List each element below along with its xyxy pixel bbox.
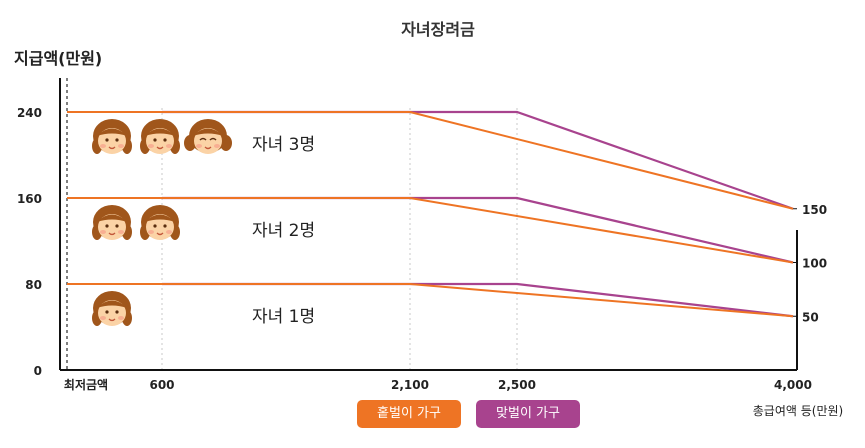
mouth	[108, 146, 116, 150]
x-tick-label: 2,100	[391, 378, 429, 392]
legend-single-household[interactable]: 홑벌이 가구	[357, 400, 461, 428]
mouth	[204, 146, 212, 150]
cheek-right	[118, 316, 124, 320]
cheek-right	[118, 144, 124, 148]
legend-dual-household[interactable]: 맞벌이 가구	[476, 400, 580, 428]
right-tick-label: 100	[802, 257, 827, 271]
bangs	[145, 128, 175, 136]
cheek-left	[196, 144, 202, 148]
eye-left	[199, 137, 207, 141]
child-face-icon	[140, 119, 180, 154]
face	[194, 128, 222, 154]
face	[98, 128, 126, 154]
single-line-2-children	[67, 197, 794, 264]
group-label-3-children: 자녀 3명	[252, 135, 315, 155]
eye-right	[163, 224, 167, 228]
bangs	[97, 214, 127, 222]
y-tick-label: 160	[17, 192, 42, 206]
cheek-left	[100, 144, 106, 148]
eye-left	[105, 224, 109, 228]
hair-side-right	[220, 135, 232, 151]
single-line-1-children	[67, 283, 794, 318]
cheek-left	[148, 230, 154, 234]
eye-right	[163, 138, 167, 142]
eye-right	[115, 138, 119, 142]
y-tick-label: 0	[34, 364, 42, 378]
y-tick-label: 240	[17, 106, 42, 120]
right-tick-label: 150	[802, 203, 827, 217]
eye-left	[105, 310, 109, 314]
dual-line-3-children	[162, 110, 794, 210]
x-tick-label: 4,000	[774, 378, 812, 392]
mouth	[156, 232, 164, 236]
child-face-icon	[92, 119, 132, 154]
mouth	[156, 146, 164, 150]
x-axis-label: 총급여액 등(만원)	[753, 404, 843, 418]
group-label-1-children: 자녀 1명	[252, 307, 315, 327]
face	[98, 300, 126, 326]
child-face-icon	[92, 291, 132, 326]
mouth	[108, 318, 116, 322]
chart-title: 자녀장려금	[401, 20, 475, 39]
bangs	[145, 214, 175, 222]
cheek-right	[214, 144, 220, 148]
cheek-right	[166, 144, 172, 148]
cheek-left	[148, 144, 154, 148]
x-tick-label: 2,500	[498, 378, 536, 392]
face	[98, 214, 126, 240]
cheek-left	[100, 230, 106, 234]
child-face-icon	[140, 205, 180, 240]
eye-left	[153, 138, 157, 142]
child-face-icon	[92, 205, 132, 240]
child-face-icon	[184, 119, 232, 154]
x-tick-label: 600	[149, 378, 174, 392]
y-axis-label: 지급액(만원)	[14, 49, 102, 68]
mouth	[108, 232, 116, 236]
bangs	[97, 300, 127, 308]
y-tick-label: 80	[25, 278, 42, 292]
cheek-right	[166, 230, 172, 234]
bangs	[97, 128, 127, 136]
x-min-label: 최저금액	[64, 377, 108, 392]
eye-right	[115, 310, 119, 314]
hair-side-left	[184, 135, 196, 151]
eye-right	[115, 224, 119, 228]
single-line-3-children	[67, 111, 794, 210]
face	[146, 214, 174, 240]
group-label-2-children: 자녀 2명	[252, 221, 315, 241]
eye-left	[105, 138, 109, 142]
eye-left	[153, 224, 157, 228]
eye-right	[209, 137, 217, 141]
right-tick-label: 50	[802, 310, 819, 324]
cheek-right	[118, 230, 124, 234]
face	[146, 128, 174, 154]
cheek-left	[100, 316, 106, 320]
bangs	[193, 128, 223, 136]
